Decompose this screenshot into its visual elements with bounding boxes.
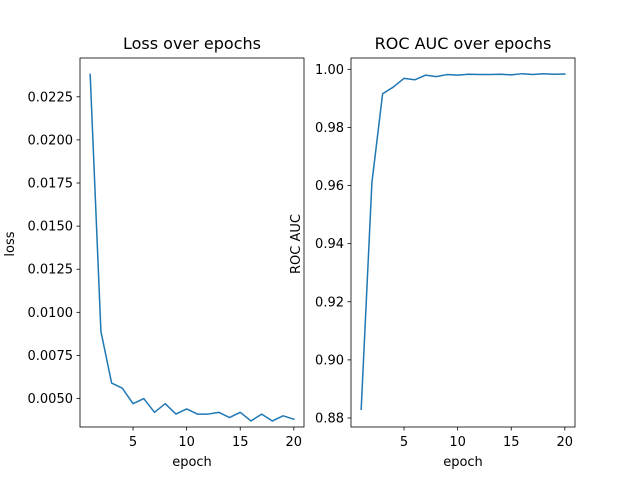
loss-y-tick-label: 0.0150 [28,220,74,235]
loss-y-tick-label: 0.0100 [28,306,74,321]
loss-series-line-0 [89,73,295,422]
roc-auc-x-tick-label: 15 [503,435,520,450]
loss-y-tick-label: 0.0200 [28,133,74,148]
loss-axes-frame [79,57,305,428]
roc-auc-y-tick-label: 0.90 [315,353,344,368]
loss-x-tick-label: 5 [129,435,137,450]
roc-auc-x-axis-label: epoch [443,455,483,470]
roc-auc-chart: ROC AUC over epochs 5 10 15 20 0.88 0.90 0.92 0… [289,34,576,470]
loss-y-tick-label: 0.0050 [28,392,74,407]
roc-auc-y-tick-label: 0.92 [315,295,344,310]
roc-auc-axes-frame [350,57,576,428]
loss-y-tick-label: 0.0125 [28,263,74,278]
loss-chart-title: Loss over epochs [123,34,261,53]
roc-auc-y-tick-label: 0.98 [315,121,344,136]
roc-auc-plot-area: 5 10 15 20 0.88 0.90 0.92 0.94 0.96 0.98 1.00 [315,57,576,450]
loss-y-tick-label: 0.0225 [28,90,74,105]
loss-x-tick-label: 10 [178,435,195,450]
roc-auc-chart-title: ROC AUC over epochs [375,34,552,53]
roc-auc-y-tick-label: 0.96 [315,179,344,194]
loss-x-tick-label: 20 [286,435,303,450]
loss-plot-area: 5 10 15 20 0.0050 0.0075 0.0100 0.0125 0.0150 0.0… [28,57,305,450]
roc-auc-x-tick-label: 5 [400,435,408,450]
roc-auc-x-tick-label: 10 [449,435,466,450]
loss-y-tick-label: 0.0075 [28,349,74,364]
roc-auc-series-line-0 [360,72,566,411]
loss-x-axis-label: epoch [172,455,212,470]
roc-auc-y-tick-label: 0.94 [315,237,344,252]
loss-y-axis-label: loss [3,231,18,256]
roc-auc-y-tick-label: 0.88 [315,411,344,426]
roc-auc-y-tick-label: 1.00 [315,63,344,78]
loss-y-tick-label: 0.0175 [28,177,74,192]
loss-x-tick-label: 15 [232,435,249,450]
loss-chart: Loss over epochs 5 10 15 20 0.0050 0.0075 0.01… [3,34,305,470]
roc-auc-x-tick-label: 20 [557,435,574,450]
roc-auc-y-axis-label: ROC AUC [289,214,304,274]
